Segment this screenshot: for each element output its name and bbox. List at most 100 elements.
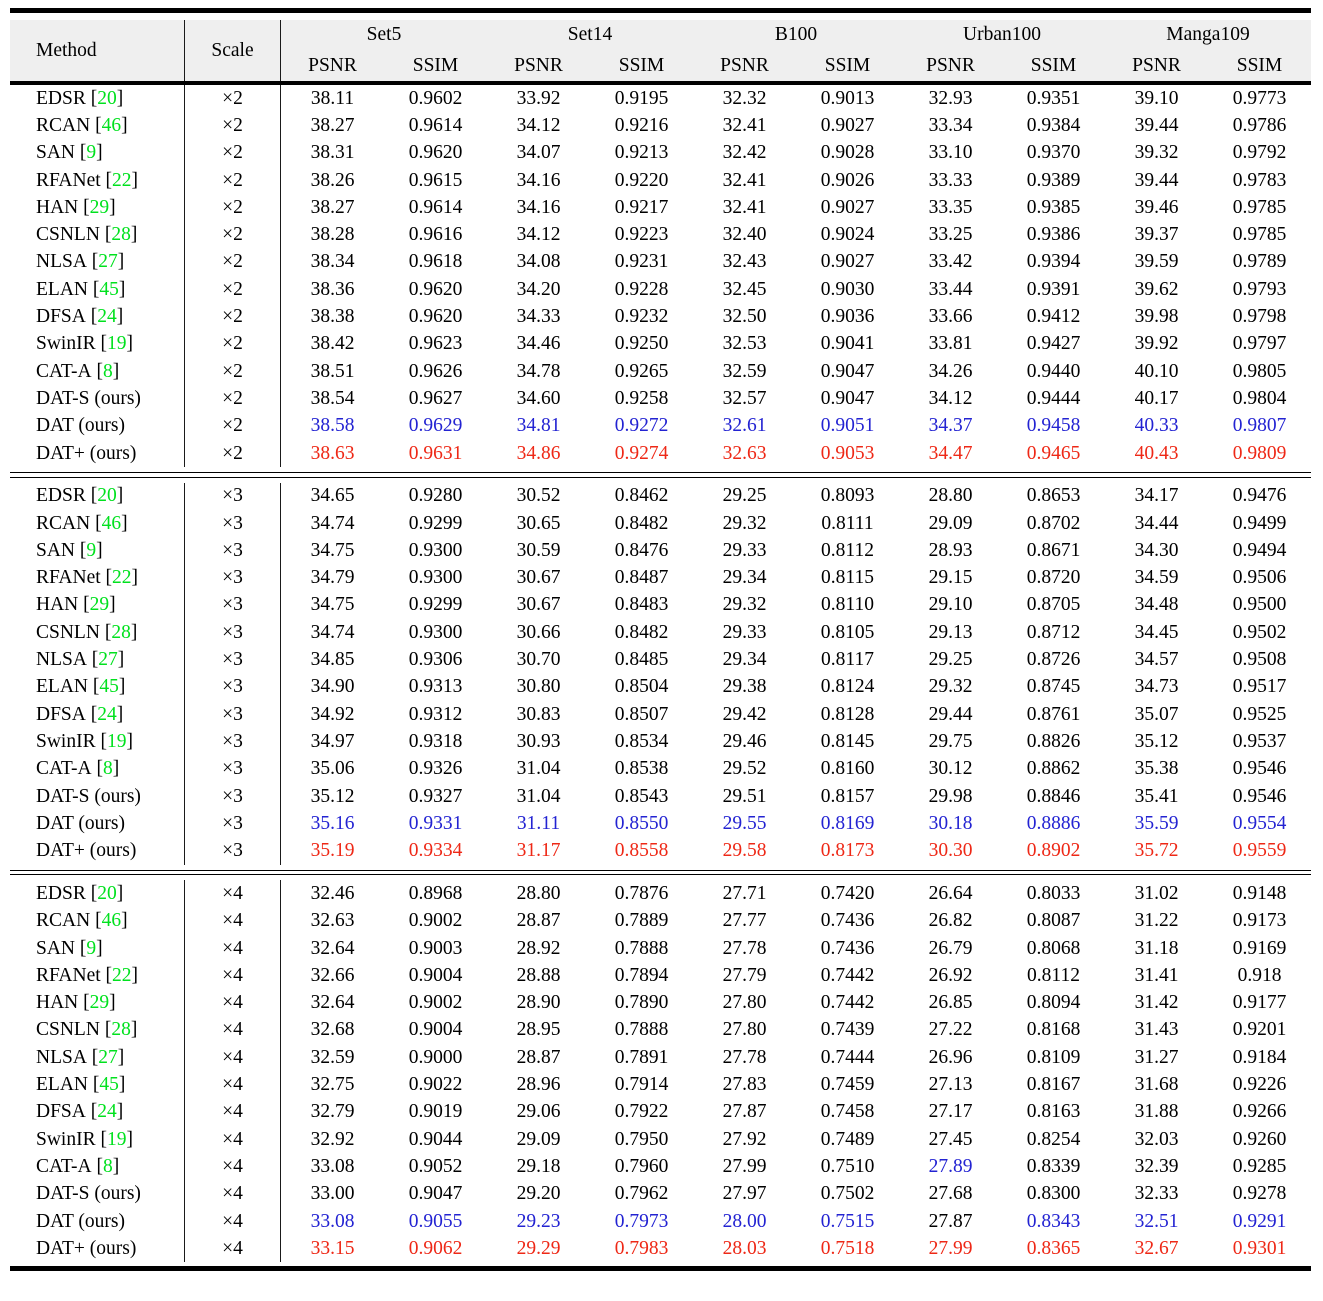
ssim-subheader: SSIM (412, 54, 459, 76)
ssim-cell: 0.9327 (408, 785, 463, 807)
psnr-cell: 29.15 (928, 567, 973, 589)
method-name: RFANet (36, 567, 101, 589)
psnr-cell: 34.08 (516, 251, 561, 273)
psnr-cell: 27.80 (722, 1019, 767, 1041)
psnr-cell: 35.16 (310, 812, 355, 834)
citation-ref: 8 (103, 758, 113, 780)
psnr-cell: 34.74 (310, 512, 355, 534)
psnr-cell: 39.46 (1134, 196, 1179, 218)
ssim-cell: 0.9220 (614, 169, 669, 191)
psnr-cell: 34.12 (928, 387, 973, 409)
scale-cell: ×4 (185, 907, 281, 935)
psnr-cell: 33.42 (928, 251, 973, 273)
psnr-cell: 31.04 (516, 758, 561, 780)
citation-ref: 20 (97, 485, 117, 507)
ssim-subheader: SSIM (1030, 54, 1077, 76)
method-cell: ELAN [45] (10, 1071, 185, 1099)
ssim-subheader: SSIM (824, 54, 871, 76)
ssim-cell: 0.9027 (820, 114, 875, 136)
scale-cell: ×3 (185, 482, 281, 510)
psnr-cell: 32.75 (310, 1074, 355, 1096)
psnr-cell: 29.34 (722, 567, 767, 589)
psnr-subheader: PSNR (514, 54, 563, 76)
method-name: SwinIR (36, 333, 96, 355)
citation-ref: 28 (111, 224, 131, 246)
scale-cell: ×3 (185, 537, 281, 565)
psnr-cell: 39.10 (1134, 87, 1179, 109)
ssim-cell: 0.9537 (1232, 730, 1287, 752)
ssim-cell: 0.9312 (408, 703, 463, 725)
psnr-cell: 29.25 (722, 485, 767, 507)
psnr-cell: 38.28 (310, 224, 355, 246)
psnr-cell: 32.45 (722, 278, 767, 300)
psnr-cell: 27.79 (722, 964, 767, 986)
psnr-cell: 34.59 (1134, 567, 1179, 589)
psnr-cell: 35.07 (1134, 703, 1179, 725)
ssim-cell: 0.8173 (820, 840, 875, 862)
psnr-cell: 32.59 (722, 360, 767, 382)
method-name: DAT-S (ours) (36, 785, 141, 807)
scale-block-4: EDSR [20] ×4 32.46 0.8968 28.80 0.7876 27.71 0.… (10, 880, 1311, 1263)
psnr-cell: 29.20 (516, 1183, 561, 1205)
psnr-cell: 32.66 (310, 964, 355, 986)
block-separator (10, 472, 1311, 478)
ssim-cell: 0.9301 (1232, 1237, 1287, 1259)
ssim-cell: 0.9525 (1232, 703, 1287, 725)
psnr-cell: 28.03 (722, 1237, 767, 1259)
psnr-cell: 28.00 (722, 1210, 767, 1232)
method-name: ELAN (36, 278, 88, 300)
table-row: DAT (ours) ×2 38.58 0.9629 34.81 0.9272 32.61 0… (10, 412, 1311, 440)
ssim-cell: 0.7983 (614, 1237, 669, 1259)
table-row: NLSA [27] ×2 38.34 0.9618 34.08 0.9231 32.43 0.… (10, 248, 1311, 277)
psnr-cell: 31.68 (1134, 1074, 1179, 1096)
ssim-cell: 0.7889 (614, 910, 669, 932)
ssim-cell: 0.9620 (408, 142, 463, 164)
psnr-cell: 39.44 (1134, 114, 1179, 136)
ssim-cell: 0.9508 (1232, 649, 1287, 671)
ssim-cell: 0.8160 (820, 758, 875, 780)
ssim-cell: 0.8124 (820, 676, 875, 698)
psnr-cell: 28.90 (516, 992, 561, 1014)
ssim-cell: 0.9232 (614, 306, 669, 328)
method-name: RCAN (36, 114, 91, 136)
ssim-cell: 0.7950 (614, 1128, 669, 1150)
ssim-cell: 0.9299 (408, 594, 463, 616)
ssim-cell: 0.9250 (614, 333, 669, 355)
ssim-cell: 0.9809 (1232, 442, 1287, 464)
scale-cell: ×3 (185, 591, 281, 620)
ssim-cell: 0.9807 (1232, 415, 1287, 437)
ssim-cell: 0.9044 (408, 1128, 463, 1150)
citation-bracket: [46] (90, 512, 128, 534)
ssim-cell: 0.8254 (1026, 1128, 1081, 1150)
psnr-cell: 27.22 (928, 1019, 973, 1041)
ssim-cell: 0.9266 (1232, 1101, 1287, 1123)
method-name: HAN (36, 594, 79, 616)
ssim-cell: 0.9062 (408, 1237, 463, 1259)
psnr-cell: 32.79 (310, 1101, 355, 1123)
psnr-cell: 30.67 (516, 567, 561, 589)
ssim-cell: 0.8705 (1026, 594, 1081, 616)
psnr-cell: 34.26 (928, 360, 973, 382)
citation-bracket: [20] (85, 485, 124, 507)
psnr-cell: 34.90 (310, 676, 355, 698)
ssim-cell: 0.8157 (820, 785, 875, 807)
psnr-cell: 32.59 (310, 1046, 355, 1068)
psnr-cell: 33.10 (928, 142, 973, 164)
ssim-cell: 0.9318 (408, 730, 463, 752)
citation-bracket: [28] (99, 621, 138, 643)
ssim-cell: 0.9602 (408, 87, 463, 109)
table-row: CSNLN [28] ×4 32.68 0.9004 28.95 0.7888 27.80 0… (10, 1016, 1311, 1045)
method-cell: ELAN [45] (10, 673, 185, 702)
psnr-cell: 32.42 (722, 142, 767, 164)
ssim-cell: 0.9004 (408, 964, 463, 986)
scale-cell: ×4 (185, 1125, 281, 1154)
scale-cell: ×2 (185, 85, 281, 113)
psnr-cell: 38.27 (310, 114, 355, 136)
ssim-cell: 0.9047 (820, 360, 875, 382)
psnr-cell: 28.80 (928, 485, 973, 507)
method-name: SAN (36, 539, 76, 561)
scale-cell: ×4 (185, 989, 281, 1017)
ssim-cell: 0.8483 (614, 594, 669, 616)
ssim-cell: 0.9177 (1232, 992, 1287, 1014)
ssim-cell: 0.9231 (614, 251, 669, 273)
